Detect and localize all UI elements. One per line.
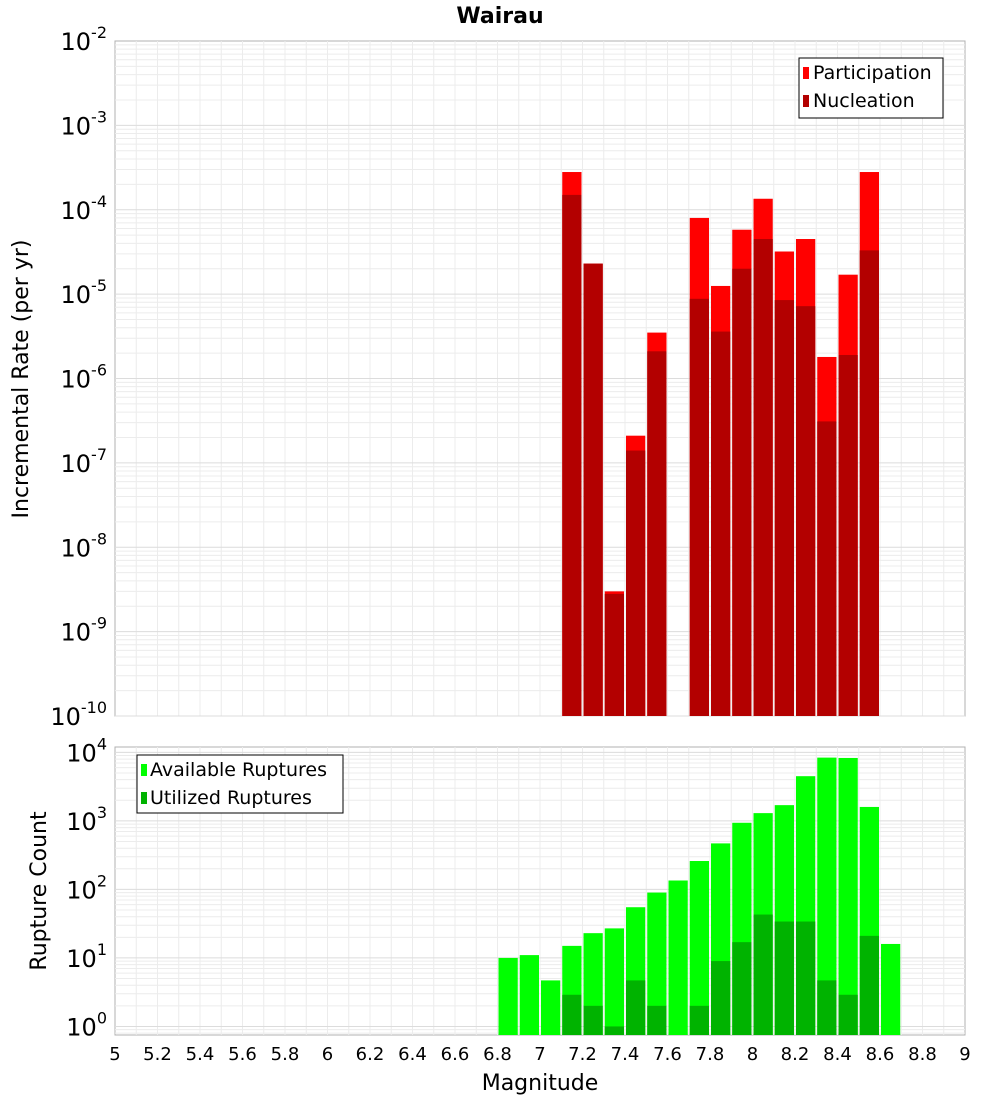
bottom-y-axis-label: Rupture Count (27, 811, 52, 971)
top-bar-nucleation (774, 300, 794, 716)
bottom-bar-available-ruptures (817, 757, 837, 1035)
bottom-bar-utilized-ruptures (753, 914, 773, 1035)
bottom-bar-available-ruptures (881, 943, 901, 1035)
x-tick-label: 7 (534, 1044, 545, 1065)
top-y-tick-labels: 10-10 10-9 10-8 10-7 10-6 10-5 10-4 10-3 10-2 (50, 23, 107, 731)
top-bar-nucleation (859, 250, 879, 717)
top-bar-nucleation (583, 263, 603, 716)
bottom-y-tick-label: 100 (66, 1008, 107, 1041)
bottom-y-tick-label: 101 (66, 940, 107, 973)
bottom-bar-utilized-ruptures (562, 994, 582, 1035)
x-tick-label: 5.6 (228, 1044, 257, 1065)
bottom-bar-available-ruptures (498, 957, 518, 1035)
bottom-bar-available-ruptures (838, 757, 858, 1035)
x-tick-label: 8.8 (908, 1044, 937, 1065)
bottom-bar-utilized-ruptures (689, 1005, 709, 1035)
bottom-panel: 100 101 102 103 104 Rupture Count Available … (27, 734, 971, 1096)
bottom-bar-utilized-ruptures (817, 980, 837, 1035)
bottom-bar-available-ruptures (689, 861, 709, 1035)
x-tick-label: 8.4 (823, 1044, 852, 1065)
bottom-bar-available-ruptures (541, 980, 561, 1035)
top-bar-nucleation (817, 421, 837, 716)
x-tick-label: 7.2 (568, 1044, 597, 1065)
bottom-bar-available-ruptures (668, 880, 688, 1035)
top-gridlines (115, 41, 965, 717)
bottom-bar-utilized-ruptures (604, 1026, 624, 1035)
x-axis-label: Magnitude (482, 1071, 599, 1096)
top-bar-nucleation (626, 450, 646, 716)
top-bar-nucleation (711, 331, 731, 716)
x-tick-label: 7.8 (696, 1044, 725, 1065)
x-tick-label: 6.4 (398, 1044, 427, 1065)
x-tick-labels: 5 5.2 5.4 5.6 5.8 6 6.2 6.4 6.6 6.8 7 7.2 7.4 7.6 7.8 8… (109, 1044, 970, 1065)
top-y-tick-label: 10-9 (61, 614, 108, 647)
x-tick-label: 8 (747, 1044, 758, 1065)
bottom-y-tick-label: 104 (66, 734, 107, 767)
bottom-bar-utilized-ruptures (583, 1005, 603, 1035)
bottom-bars (498, 757, 901, 1035)
legend-label-nucleation: Nucleation (813, 90, 915, 112)
x-tick-label: 8.2 (781, 1044, 810, 1065)
bottom-y-tick-label: 102 (66, 871, 107, 904)
top-y-tick-label: 10-6 (61, 361, 108, 394)
x-tick-label: 5 (109, 1044, 120, 1065)
top-legend-box (798, 57, 944, 119)
top-bar-nucleation (732, 268, 752, 716)
legend-label-available: Available Ruptures (150, 759, 327, 781)
legend-swatch-nucleation (803, 95, 809, 107)
bottom-bar-utilized-ruptures (774, 921, 794, 1035)
x-tick-label: 5.4 (186, 1044, 215, 1065)
x-tick-label: 6.8 (483, 1044, 512, 1065)
top-bar-nucleation (753, 239, 773, 716)
top-bar-nucleation (604, 593, 624, 716)
bottom-bar-utilized-ruptures (859, 935, 879, 1035)
bottom-bar-available-ruptures (519, 955, 539, 1035)
legend-swatch-participation (803, 67, 809, 79)
bottom-bar-available-ruptures (604, 928, 624, 1035)
bottom-legend-box (136, 754, 344, 814)
top-legend: Participation Nucleation (798, 57, 944, 119)
x-tick-label: 7.6 (653, 1044, 682, 1065)
top-bar-nucleation (796, 306, 816, 716)
top-y-tick-label: 10-5 (61, 276, 108, 309)
x-tick-label: 5.2 (143, 1044, 172, 1065)
legend-label-utilized: Utilized Ruptures (150, 787, 312, 809)
bottom-legend: Available Ruptures Utilized Ruptures (136, 754, 344, 814)
top-y-tick-label: 10-3 (61, 107, 108, 140)
bottom-bar-utilized-ruptures (796, 921, 816, 1035)
top-y-tick-label: 10-10 (50, 698, 107, 731)
bottom-bar-utilized-ruptures (626, 980, 646, 1035)
top-y-tick-label: 10-4 (61, 192, 108, 225)
top-y-tick-label: 10-7 (61, 445, 108, 478)
x-tick-label: 5.8 (271, 1044, 300, 1065)
x-tick-label: 8.6 (866, 1044, 895, 1065)
x-tick-label: 6.2 (356, 1044, 385, 1065)
bottom-bar-available-ruptures (647, 892, 667, 1035)
top-bars (562, 172, 879, 717)
bottom-bar-utilized-ruptures (732, 942, 752, 1035)
x-tick-label: 9 (959, 1044, 970, 1065)
legend-swatch-utilized (141, 792, 147, 804)
bottom-y-tick-labels: 100 101 102 103 104 (66, 734, 107, 1041)
top-y-axis-label: Incremental Rate (per yr) (9, 240, 34, 519)
x-tick-label: 6.6 (441, 1044, 470, 1065)
x-tick-label: 7.4 (611, 1044, 640, 1065)
top-bar-nucleation (689, 298, 709, 716)
top-y-tick-label: 10-2 (61, 23, 108, 56)
bottom-bar-utilized-ruptures (647, 1005, 667, 1035)
x-tick-label: 6 (322, 1044, 333, 1065)
top-y-tick-label: 10-8 (61, 529, 108, 562)
top-bar-nucleation (562, 194, 582, 716)
legend-swatch-available (141, 764, 147, 776)
bottom-bar-utilized-ruptures (838, 994, 858, 1035)
bottom-bar-utilized-ruptures (711, 961, 731, 1035)
bottom-y-tick-label: 103 (66, 803, 107, 836)
top-bar-nucleation (838, 354, 858, 716)
top-bar-nucleation (647, 351, 667, 716)
legend-label-participation: Participation (813, 62, 932, 84)
top-panel: 10-10 10-9 10-8 10-7 10-6 10-5 10-4 10-3 10-2 In… (9, 23, 966, 731)
chart-title: Wairau (456, 4, 543, 29)
